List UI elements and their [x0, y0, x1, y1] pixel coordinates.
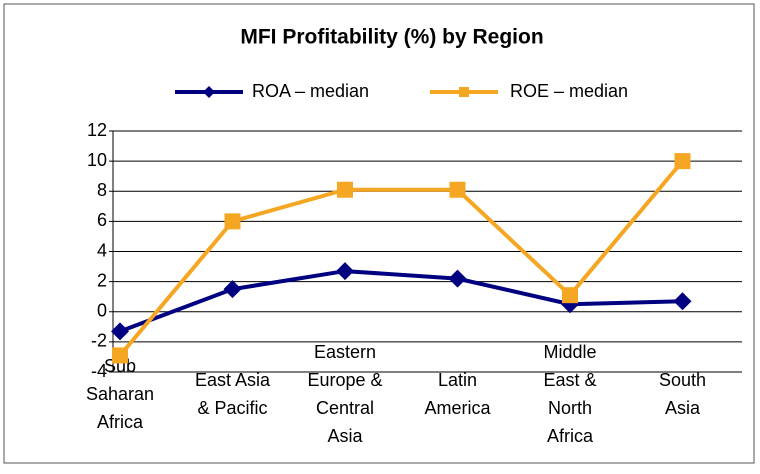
point	[336, 262, 354, 281]
y-tick-label: 2	[97, 270, 107, 290]
point	[337, 181, 353, 198]
point	[112, 347, 128, 364]
y-tick-label: 8	[97, 180, 107, 200]
legend-marker	[203, 86, 215, 98]
chart-title: MFI Profitability (%) by Region	[240, 26, 543, 49]
point	[562, 287, 578, 304]
y-tick-label: 0	[97, 301, 107, 321]
y-tick-label: 10	[87, 150, 107, 170]
x-tick-label: Eastern Europe & Central Asia	[307, 342, 382, 446]
y-tick-label: -2	[91, 331, 107, 351]
point	[223, 280, 242, 299]
y-tick-label: 12	[87, 120, 107, 140]
x-tick-label: Latin America	[424, 370, 491, 418]
x-tick-label: Middle East & North Africa	[543, 342, 596, 446]
point	[448, 269, 467, 288]
series-line	[119, 269, 683, 334]
point	[449, 181, 466, 198]
legend-label: ROA – median	[252, 81, 369, 101]
legend-marker	[459, 87, 469, 97]
chart-border	[3, 3, 755, 464]
x-tick-label: South Asia	[659, 370, 706, 418]
point	[111, 322, 129, 341]
legend-label: ROE – median	[510, 81, 628, 101]
x-tick-label: East Asia & Pacific	[195, 370, 271, 418]
y-tick-label: 4	[97, 240, 107, 260]
point	[224, 213, 241, 230]
x-tick-label: Sub Saharan Africa	[86, 356, 154, 432]
point	[674, 153, 691, 170]
y-tick-label: 6	[97, 210, 107, 230]
y-tick-label: -4	[91, 361, 107, 381]
series-line	[118, 159, 685, 357]
point	[673, 292, 692, 311]
